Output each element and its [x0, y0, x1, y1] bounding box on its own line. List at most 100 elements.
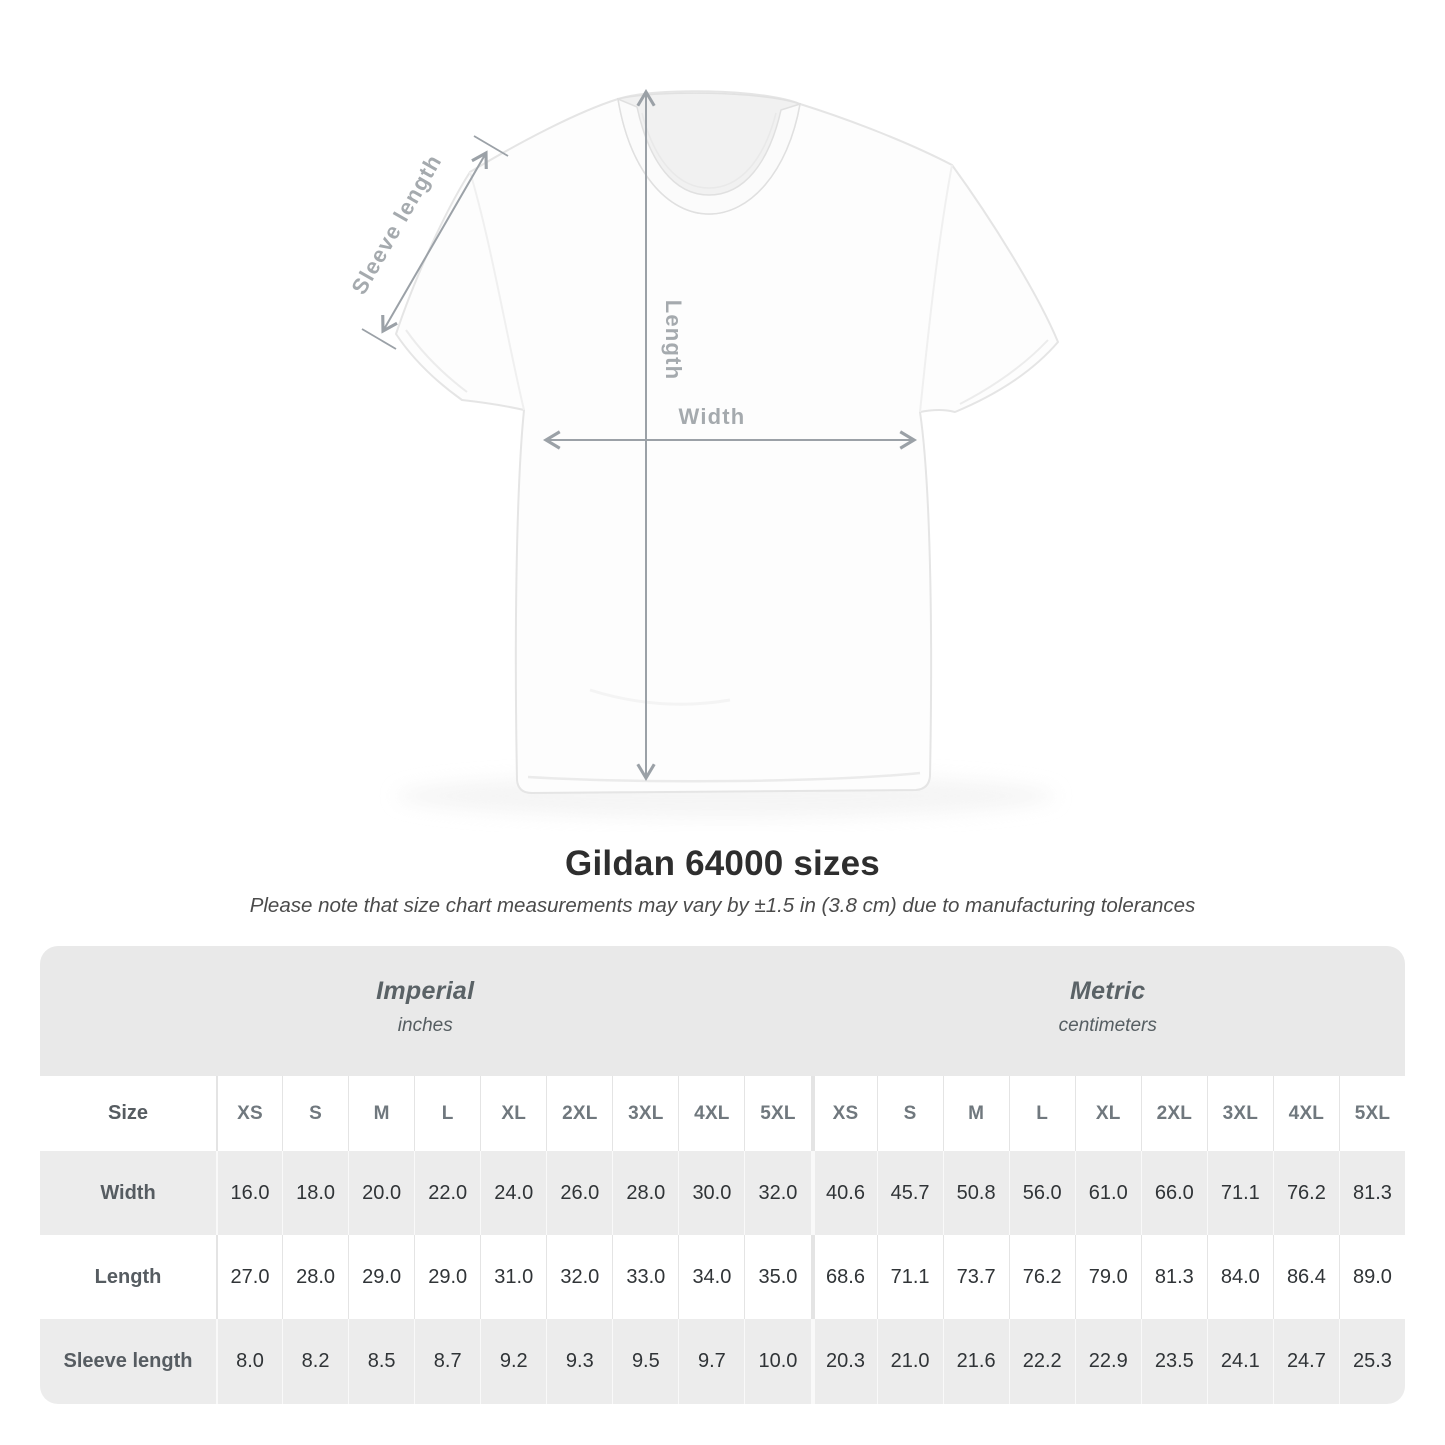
- metric-unit-header: Metric centimeters: [811, 946, 1406, 1076]
- cell-sleeve-length-metric-5xl: 25.3: [1338, 1319, 1405, 1404]
- cell-sleeve-length-imperial-4xl: 9.7: [678, 1319, 744, 1404]
- cell-sleeve-length-metric-xl: 22.9: [1074, 1319, 1141, 1404]
- cell-length-imperial-3xl: 33.0: [612, 1235, 678, 1319]
- cell-sleeve-length-imperial-l: 8.7: [414, 1319, 480, 1404]
- size-col-imperial-xl: XL: [480, 1076, 546, 1151]
- width-row: Width 16.0 18.0 20.0 22.0 24.0 26.0 28.0 30.0 32…: [40, 1151, 1405, 1235]
- cell-sleeve-length-metric-3xl: 24.1: [1206, 1319, 1273, 1404]
- row-label-length: Length: [94, 1265, 162, 1288]
- cell-width-metric-5xl: 81.3: [1338, 1151, 1405, 1235]
- left-cuff-stitch: [405, 329, 468, 393]
- heading: Gildan 64000 sizes Please note that size…: [0, 844, 1445, 918]
- width-label: Width: [679, 404, 746, 429]
- size-col-imperial-s: S: [282, 1076, 348, 1151]
- shirt-collar: [617, 97, 801, 215]
- metric-label: Metric: [1070, 977, 1146, 1005]
- cell-length-metric-l: 76.2: [1008, 1235, 1075, 1319]
- cell-width-metric-s: 45.7: [876, 1151, 943, 1235]
- cell-sleeve-length-imperial-m: 8.5: [348, 1319, 414, 1404]
- metric-unit: centimeters: [1058, 1015, 1157, 1036]
- cell-length-imperial-m: 29.0: [348, 1235, 414, 1319]
- size-col-metric-l: L: [1008, 1076, 1075, 1151]
- cell-length-imperial-xs: 27.0: [216, 1235, 282, 1319]
- cell-length-imperial-4xl: 34.0: [678, 1235, 744, 1319]
- cell-width-metric-l: 56.0: [1008, 1151, 1075, 1235]
- right-cuff-stitch: [959, 339, 1049, 405]
- cell-width-metric-2xl: 66.0: [1140, 1151, 1207, 1235]
- size-col-imperial-xs: XS: [216, 1076, 282, 1151]
- t-shirt-illustration: Sleeve length Length Width: [346, 88, 1059, 818]
- cell-length-metric-4xl: 86.4: [1272, 1235, 1339, 1319]
- cell-sleeve-length-imperial-5xl: 10.0: [744, 1319, 810, 1404]
- cell-length-imperial-l: 29.0: [414, 1235, 480, 1319]
- cell-width-imperial-m: 20.0: [348, 1151, 414, 1235]
- collar-stitch: [641, 112, 777, 189]
- row-label-sleeve-length: Sleeve length: [63, 1350, 193, 1372]
- body-wrinkle: [589, 688, 731, 706]
- size-header-row: Size XS S M L XL 2XL 3XL 4XL 5XL XS S M L XL 2XL 3XL 4XL…: [40, 1076, 1405, 1151]
- imperial-unit-header: Imperial inches: [40, 946, 811, 1076]
- size-col-metric-m: M: [942, 1076, 1009, 1151]
- cell-length-metric-5xl: 89.0: [1338, 1235, 1405, 1319]
- cell-length-imperial-2xl: 32.0: [546, 1235, 612, 1319]
- size-col-metric-s: S: [876, 1076, 943, 1151]
- cell-sleeve-length-imperial-xs: 8.0: [216, 1319, 282, 1404]
- cell-sleeve-length-metric-s: 21.0: [876, 1319, 943, 1404]
- size-col-metric-xs: XS: [810, 1076, 877, 1151]
- cell-width-imperial-4xl: 30.0: [678, 1151, 744, 1235]
- size-chart-table: Imperial inches Metric centimeters Size …: [40, 946, 1405, 1404]
- tolerance-note: Please note that size chart measurements…: [249, 894, 1196, 917]
- cell-length-metric-s: 71.1: [876, 1235, 943, 1319]
- cell-width-imperial-3xl: 28.0: [612, 1151, 678, 1235]
- cell-sleeve-length-imperial-s: 8.2: [282, 1319, 348, 1404]
- size-col-metric-xl: XL: [1074, 1076, 1141, 1151]
- cell-sleeve-length-metric-xs: 20.3: [810, 1319, 877, 1404]
- cell-width-imperial-xl: 24.0: [480, 1151, 546, 1235]
- cell-length-metric-m: 73.7: [942, 1235, 1009, 1319]
- length-row: Length 27.0 28.0 29.0 29.0 31.0 32.0 33.0 34.0 3…: [40, 1235, 1405, 1319]
- sleeve-length-row: Sleeve length 8.0 8.2 8.5 8.7 9.2 9.3 9.5 9.7 10…: [40, 1319, 1405, 1404]
- size-col-imperial-l: L: [414, 1076, 480, 1151]
- size-col-metric-3xl: 3XL: [1206, 1076, 1273, 1151]
- size-col-imperial-2xl: 2XL: [546, 1076, 612, 1151]
- right-sleeve-seam: [919, 164, 953, 413]
- size-col-imperial-5xl: 5XL: [744, 1076, 810, 1151]
- cell-width-metric-m: 50.8: [942, 1151, 1009, 1235]
- sleeve-arrow-tick-bottom: [361, 328, 397, 350]
- length-label: Length: [661, 300, 686, 381]
- page-title: Gildan 64000 sizes: [565, 844, 880, 883]
- cell-length-imperial-5xl: 35.0: [744, 1235, 810, 1319]
- size-col-metric-4xl: 4XL: [1272, 1076, 1339, 1151]
- cell-length-metric-xs: 68.6: [810, 1235, 877, 1319]
- size-col-metric-5xl: 5XL: [1338, 1076, 1405, 1151]
- size-corner-label: Size: [107, 1102, 149, 1124]
- cell-length-metric-xl: 79.0: [1074, 1235, 1141, 1319]
- cell-length-metric-2xl: 81.3: [1140, 1235, 1207, 1319]
- cell-sleeve-length-imperial-2xl: 9.3: [546, 1319, 612, 1404]
- cell-width-metric-xl: 61.0: [1074, 1151, 1141, 1235]
- cell-width-imperial-5xl: 32.0: [744, 1151, 810, 1235]
- cell-width-metric-xs: 40.6: [810, 1151, 877, 1235]
- cell-width-imperial-s: 18.0: [282, 1151, 348, 1235]
- sleeve-arrow: [381, 150, 488, 334]
- size-col-imperial-m: M: [348, 1076, 414, 1151]
- cell-sleeve-length-metric-2xl: 23.5: [1140, 1319, 1207, 1404]
- cell-sleeve-length-metric-m: 21.6: [942, 1319, 1009, 1404]
- cell-length-imperial-s: 28.0: [282, 1235, 348, 1319]
- sleeve-arrow-tick-top: [473, 135, 509, 157]
- row-label-width: Width: [100, 1181, 156, 1204]
- cell-width-metric-3xl: 71.1: [1206, 1151, 1273, 1235]
- imperial-label: Imperial: [376, 977, 475, 1005]
- cell-width-imperial-xs: 16.0: [216, 1151, 282, 1235]
- size-col-metric-2xl: 2XL: [1140, 1076, 1207, 1151]
- cell-length-metric-3xl: 84.0: [1206, 1235, 1273, 1319]
- cell-width-metric-4xl: 76.2: [1272, 1151, 1339, 1235]
- unit-band: Imperial inches Metric centimeters: [40, 946, 1405, 1076]
- cell-sleeve-length-imperial-3xl: 9.5: [612, 1319, 678, 1404]
- size-col-imperial-3xl: 3XL: [612, 1076, 678, 1151]
- cell-sleeve-length-imperial-xl: 9.2: [480, 1319, 546, 1404]
- cell-sleeve-length-metric-4xl: 24.7: [1272, 1319, 1339, 1404]
- size-col-imperial-4xl: 4XL: [678, 1076, 744, 1151]
- cell-width-imperial-l: 22.0: [414, 1151, 480, 1235]
